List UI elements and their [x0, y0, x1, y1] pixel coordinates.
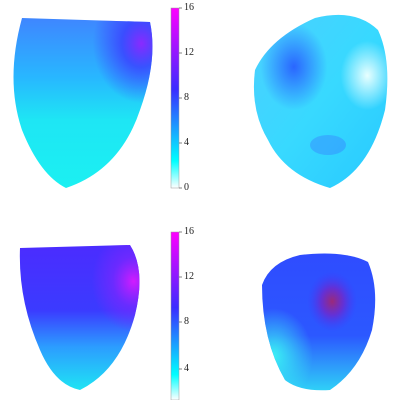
- panel-bottom-left: [19, 245, 140, 390]
- colorbar-bottom: [170, 231, 182, 401]
- colorbar-top-tick: 12: [184, 47, 194, 58]
- panel-top-left: [13, 18, 153, 188]
- colorbar-top-tick: 0: [184, 182, 189, 193]
- colorbar-top-tick: 4: [184, 137, 189, 148]
- colorbar-top: [170, 7, 182, 189]
- colorbar-top-tick: 16: [184, 2, 194, 13]
- colorbar-top-tick: 8: [184, 92, 189, 103]
- panel-top-right: [253, 14, 388, 188]
- colorbar-bottom-tick: 4: [184, 363, 189, 374]
- colorbar-bottom-tick: 16: [184, 226, 194, 237]
- colorbar-bottom-tick: 12: [184, 271, 194, 282]
- panel-bottom-right: [262, 253, 376, 391]
- colorbar-bottom-tick: 8: [184, 316, 189, 327]
